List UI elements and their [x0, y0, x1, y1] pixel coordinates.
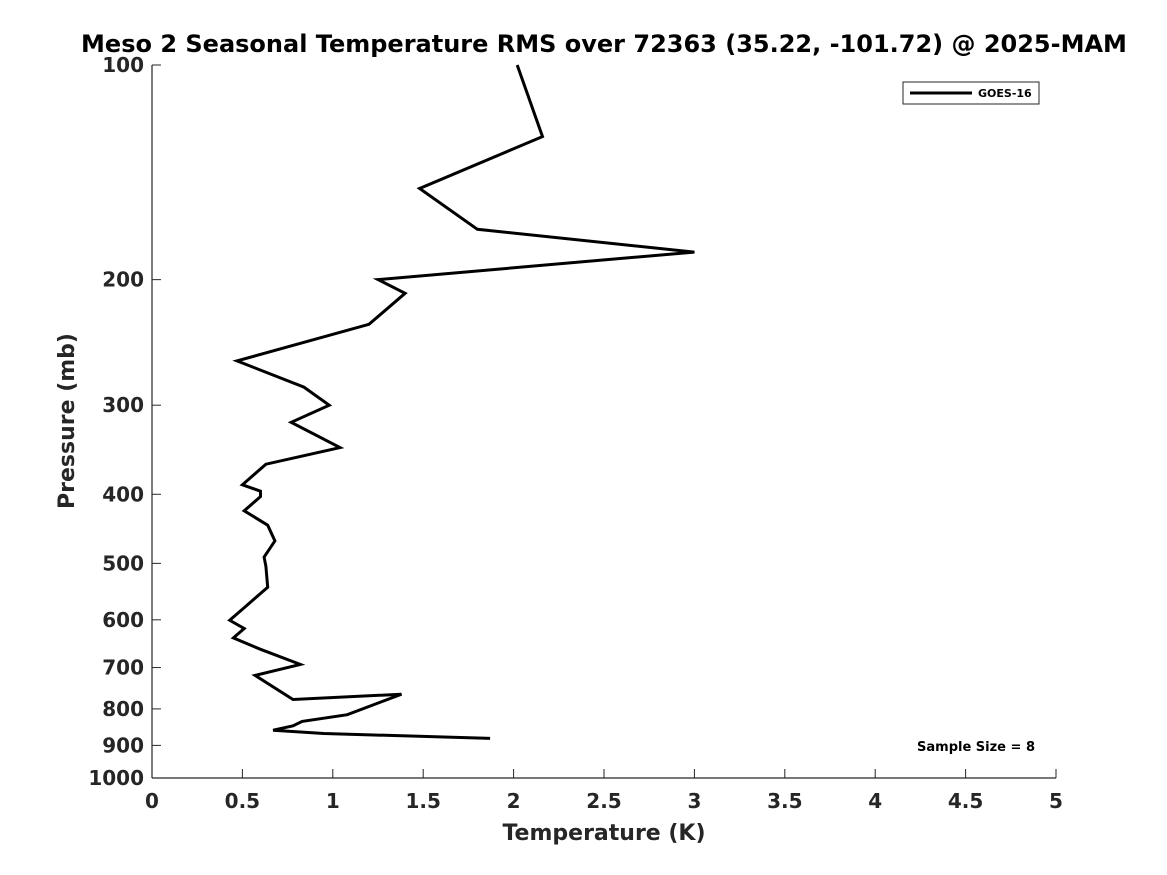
series-line-goes-16: [227, 64, 695, 740]
chart-title: Meso 2 Seasonal Temperature RMS over 723…: [81, 30, 1127, 58]
y-tick-label: 1000: [88, 766, 144, 790]
x-axis-ticks: 0 0.5 1 1.5 2 2.5 3 3.5 4 4.5 5: [145, 769, 1063, 813]
y-tick-label: 500: [102, 551, 144, 575]
x-axis-label: Temperature (K): [502, 821, 705, 846]
legend: GOES-16: [902, 81, 1040, 105]
legend-label: GOES-16: [978, 87, 1032, 100]
y-axis-ticks: 100 200 300 400 500 600 700 800 900 1000: [88, 53, 161, 790]
x-tick-label: 2.5: [586, 789, 621, 813]
y-tick-label: 700: [102, 656, 144, 680]
y-tick-label: 300: [102, 393, 144, 417]
x-tick-label: 5: [1049, 789, 1063, 813]
x-tick-label: 3: [687, 789, 701, 813]
x-tick-label: 3.5: [767, 789, 802, 813]
y-axis-label: Pressure (mb): [55, 333, 80, 509]
x-tick-label: 1.5: [405, 789, 440, 813]
x-tick-label: 4.5: [948, 789, 983, 813]
y-tick-label: 600: [102, 608, 144, 632]
y-tick-label: 900: [102, 733, 144, 757]
x-tick-label: 1: [326, 789, 340, 813]
y-tick-label: 200: [102, 268, 144, 292]
sample-size-annotation: Sample Size = 8: [917, 740, 1035, 755]
x-tick-label: 0: [145, 789, 159, 813]
y-tick-label: 100: [102, 53, 144, 77]
x-tick-label: 0.5: [225, 789, 260, 813]
y-tick-label: 800: [102, 697, 144, 721]
x-tick-label: 4: [868, 789, 882, 813]
plot-area: [152, 65, 1056, 778]
x-tick-label: 2: [507, 789, 521, 813]
y-tick-label: 400: [102, 482, 144, 506]
